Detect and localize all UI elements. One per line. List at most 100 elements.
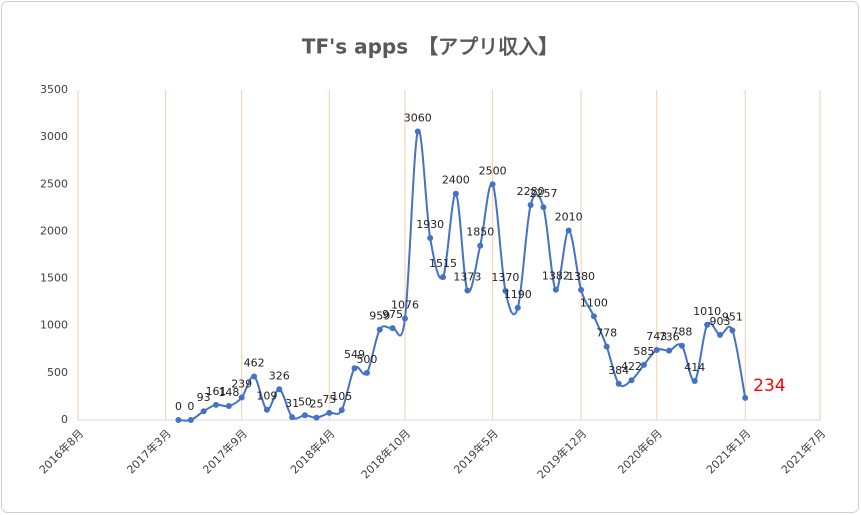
data-label: 161 — [206, 385, 227, 398]
data-label: 1930 — [416, 218, 444, 231]
data-label: 93 — [197, 391, 211, 404]
data-label: 736 — [659, 331, 680, 344]
data-point — [716, 331, 723, 338]
data-point — [301, 412, 308, 419]
data-point — [640, 361, 647, 368]
data-label: 50 — [298, 395, 312, 408]
data-point — [238, 394, 245, 401]
data-point — [678, 342, 685, 349]
data-point — [653, 346, 660, 353]
data-label: 109 — [256, 390, 277, 403]
data-point — [326, 409, 333, 416]
data-label: 239 — [231, 377, 252, 390]
chart-title: TF's apps 【アプリ収入】 — [302, 35, 558, 59]
data-point — [452, 190, 459, 197]
data-point — [376, 326, 383, 333]
data-label: 788 — [671, 326, 692, 339]
y-tick-label: 2000 — [40, 224, 68, 237]
data-point — [565, 227, 572, 234]
data-point — [514, 304, 521, 311]
data-point — [666, 347, 673, 354]
data-label: 2500 — [479, 164, 507, 177]
data-point — [289, 414, 296, 421]
data-point — [527, 202, 534, 209]
data-label: 462 — [244, 356, 265, 369]
data-label: 1373 — [453, 271, 481, 284]
y-tick-label: 2500 — [40, 177, 68, 190]
data-label: 105 — [331, 390, 352, 403]
data-label: 959 — [369, 310, 390, 323]
data-label: 422 — [621, 360, 642, 373]
data-label: 414 — [684, 361, 705, 374]
data-label: 2280 — [517, 185, 545, 198]
data-point — [440, 274, 447, 281]
data-label: 0 — [175, 400, 182, 413]
data-label: 2400 — [442, 174, 470, 187]
data-point — [363, 369, 370, 376]
data-point — [338, 407, 345, 414]
data-point — [414, 128, 421, 135]
y-tick-label: 1000 — [40, 319, 68, 332]
data-point — [502, 287, 509, 294]
data-label: 1010 — [693, 305, 721, 318]
data-label: 1190 — [504, 288, 532, 301]
data-point — [615, 380, 622, 387]
data-point — [175, 417, 182, 423]
data-point — [401, 315, 408, 322]
data-label: 31 — [285, 397, 299, 410]
data-label: 148 — [218, 386, 239, 399]
y-tick-label: 0 — [61, 413, 68, 426]
data-point — [187, 417, 194, 423]
data-label: 1370 — [491, 271, 519, 284]
data-label: 778 — [596, 327, 617, 340]
data-point — [276, 386, 283, 393]
data-point — [578, 286, 585, 293]
data-label: 951 — [722, 310, 743, 323]
data-point — [691, 377, 698, 384]
y-tick-label: 3000 — [40, 130, 68, 143]
data-point — [251, 373, 258, 380]
y-tick-label: 3500 — [40, 83, 68, 96]
data-label: 1380 — [567, 270, 595, 283]
data-label: 1850 — [466, 226, 494, 239]
data-label: 1076 — [391, 299, 419, 312]
data-label: 25 — [310, 398, 324, 411]
data-point — [540, 204, 547, 211]
data-label: 1515 — [429, 257, 457, 270]
data-point — [590, 313, 597, 320]
data-point — [489, 181, 496, 188]
data-point — [603, 343, 610, 350]
data-point — [427, 235, 434, 242]
data-label: 2010 — [555, 210, 583, 223]
data-point — [389, 325, 396, 332]
data-label: 1382 — [542, 270, 570, 283]
data-point — [200, 408, 207, 415]
data-label: 585 — [633, 345, 654, 358]
data-label: 1100 — [580, 296, 608, 309]
data-label: 903 — [709, 315, 730, 328]
data-label: 326 — [269, 369, 290, 382]
data-label: 2257 — [529, 187, 557, 200]
data-point — [704, 321, 711, 328]
data-label: 384 — [608, 364, 629, 377]
data-point — [477, 242, 484, 249]
data-point — [213, 401, 220, 408]
data-label: 975 — [382, 308, 403, 321]
data-point — [263, 406, 270, 413]
data-label: 234 — [753, 376, 785, 396]
data-label: 3060 — [404, 111, 432, 124]
y-tick-label: 500 — [47, 366, 68, 379]
data-point — [225, 403, 232, 410]
data-label: 0 — [187, 400, 194, 413]
data-point — [552, 286, 559, 293]
data-point — [628, 377, 635, 384]
data-point — [351, 365, 358, 372]
data-label: 75 — [322, 393, 336, 406]
data-point — [742, 394, 749, 401]
y-tick-label: 1500 — [40, 272, 68, 285]
data-point — [729, 327, 736, 334]
data-label: 500 — [356, 353, 377, 366]
data-point — [464, 287, 471, 294]
